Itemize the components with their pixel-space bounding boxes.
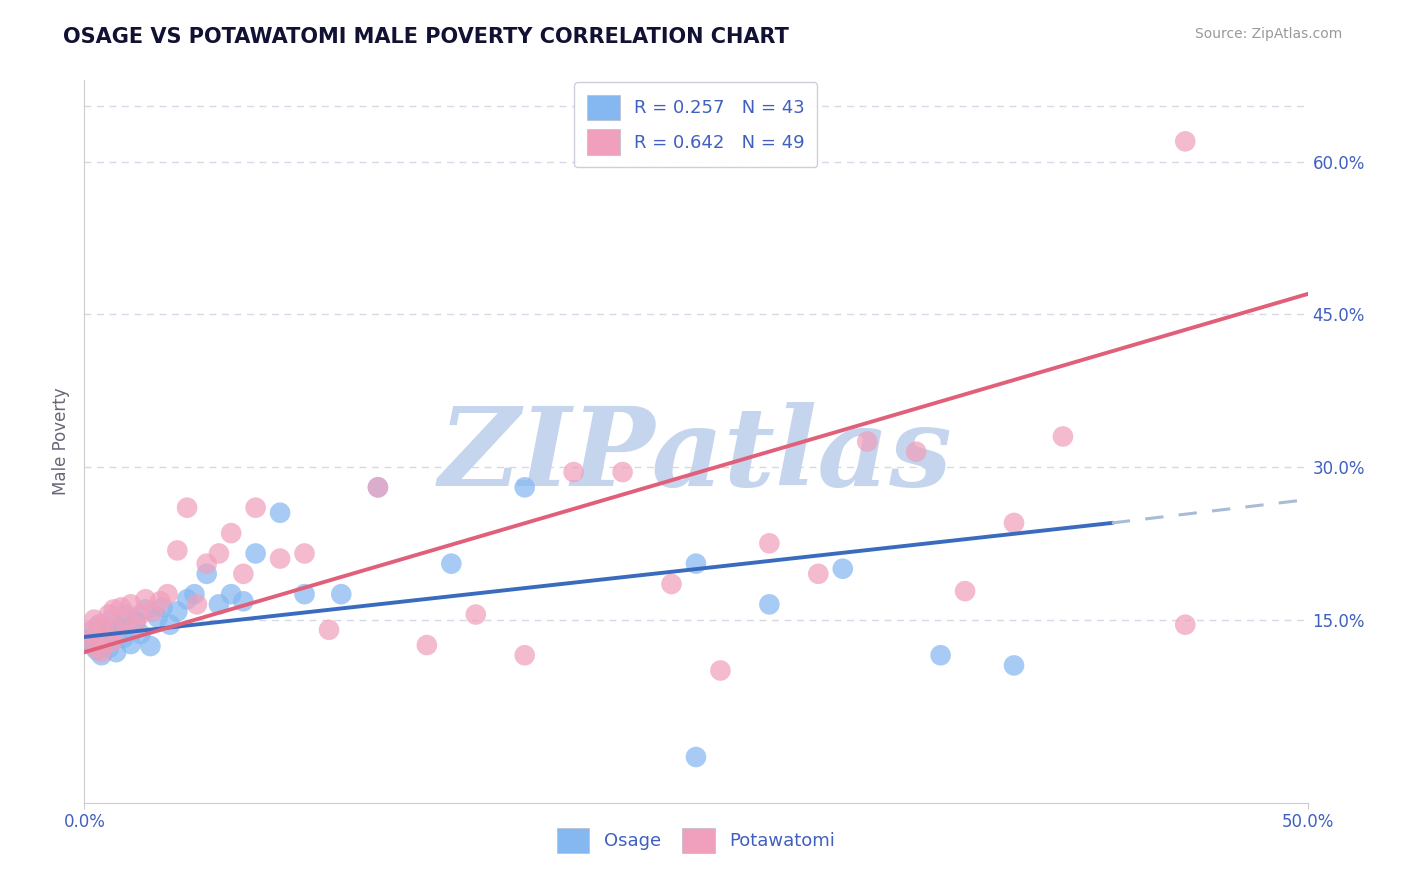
Point bbox=[87, 617, 110, 632]
Point bbox=[1052, 429, 1074, 443]
Point bbox=[97, 641, 120, 656]
Point bbox=[208, 598, 231, 612]
Point bbox=[294, 587, 316, 601]
Point bbox=[80, 632, 103, 647]
Point bbox=[83, 613, 105, 627]
Point bbox=[269, 506, 291, 520]
Point bbox=[96, 635, 118, 649]
Point bbox=[77, 624, 100, 639]
Point bbox=[87, 617, 110, 632]
Point bbox=[245, 500, 267, 515]
Point bbox=[156, 587, 179, 601]
Point bbox=[831, 562, 853, 576]
Point bbox=[152, 600, 174, 615]
Point bbox=[953, 584, 976, 599]
Point bbox=[219, 587, 242, 601]
Point bbox=[103, 602, 125, 616]
Point bbox=[661, 577, 683, 591]
Point bbox=[90, 645, 112, 659]
Point bbox=[115, 607, 138, 622]
Point bbox=[612, 465, 634, 479]
Point bbox=[90, 648, 112, 663]
Point bbox=[232, 566, 254, 581]
Point bbox=[1174, 617, 1197, 632]
Point bbox=[93, 621, 115, 635]
Point bbox=[905, 444, 928, 458]
Point bbox=[758, 536, 780, 550]
Point bbox=[129, 627, 152, 641]
Point bbox=[80, 638, 103, 652]
Point bbox=[146, 610, 169, 624]
Point bbox=[93, 628, 115, 642]
Point bbox=[120, 637, 142, 651]
Point bbox=[685, 557, 707, 571]
Point bbox=[105, 623, 128, 637]
Point bbox=[929, 648, 952, 663]
Point bbox=[120, 598, 142, 612]
Point bbox=[709, 664, 731, 678]
Point bbox=[135, 592, 157, 607]
Point bbox=[269, 551, 291, 566]
Point bbox=[440, 557, 463, 571]
Point bbox=[86, 643, 108, 657]
Point bbox=[176, 592, 198, 607]
Point bbox=[416, 638, 439, 652]
Point bbox=[159, 617, 181, 632]
Text: ZIPatlas: ZIPatlas bbox=[439, 402, 953, 509]
Point bbox=[149, 594, 172, 608]
Point bbox=[562, 465, 585, 479]
Point bbox=[685, 750, 707, 764]
Point bbox=[142, 605, 165, 619]
Point bbox=[195, 557, 218, 571]
Point bbox=[330, 587, 353, 601]
Point bbox=[513, 648, 536, 663]
Point bbox=[77, 632, 100, 647]
Point bbox=[129, 607, 152, 622]
Point bbox=[125, 617, 148, 632]
Legend: Osage, Potawatomi: Osage, Potawatomi bbox=[544, 815, 848, 866]
Point bbox=[219, 526, 242, 541]
Point bbox=[208, 546, 231, 560]
Point bbox=[100, 613, 122, 627]
Point bbox=[96, 631, 118, 645]
Point bbox=[139, 639, 162, 653]
Point bbox=[464, 607, 486, 622]
Y-axis label: Male Poverty: Male Poverty bbox=[52, 388, 70, 495]
Point bbox=[758, 598, 780, 612]
Point bbox=[367, 480, 389, 494]
Point bbox=[83, 623, 105, 637]
Point bbox=[86, 641, 108, 656]
Point bbox=[367, 480, 389, 494]
Point bbox=[100, 635, 122, 649]
Point bbox=[105, 645, 128, 659]
Point bbox=[125, 615, 148, 629]
Point bbox=[176, 500, 198, 515]
Point bbox=[245, 546, 267, 560]
Point bbox=[1002, 516, 1025, 530]
Point bbox=[856, 434, 879, 449]
Point bbox=[166, 543, 188, 558]
Point bbox=[135, 602, 157, 616]
Point bbox=[807, 566, 830, 581]
Point bbox=[97, 607, 120, 622]
Point bbox=[1174, 134, 1197, 148]
Text: Source: ZipAtlas.com: Source: ZipAtlas.com bbox=[1195, 27, 1343, 41]
Point bbox=[110, 621, 132, 635]
Point bbox=[112, 631, 135, 645]
Point bbox=[195, 566, 218, 581]
Point bbox=[110, 600, 132, 615]
Point bbox=[183, 587, 205, 601]
Point bbox=[186, 598, 208, 612]
Point bbox=[103, 624, 125, 639]
Point bbox=[232, 594, 254, 608]
Point bbox=[115, 615, 138, 629]
Point bbox=[294, 546, 316, 560]
Point bbox=[318, 623, 340, 637]
Point bbox=[166, 605, 188, 619]
Text: OSAGE VS POTAWATOMI MALE POVERTY CORRELATION CHART: OSAGE VS POTAWATOMI MALE POVERTY CORRELA… bbox=[63, 27, 789, 46]
Point bbox=[1002, 658, 1025, 673]
Point bbox=[513, 480, 536, 494]
